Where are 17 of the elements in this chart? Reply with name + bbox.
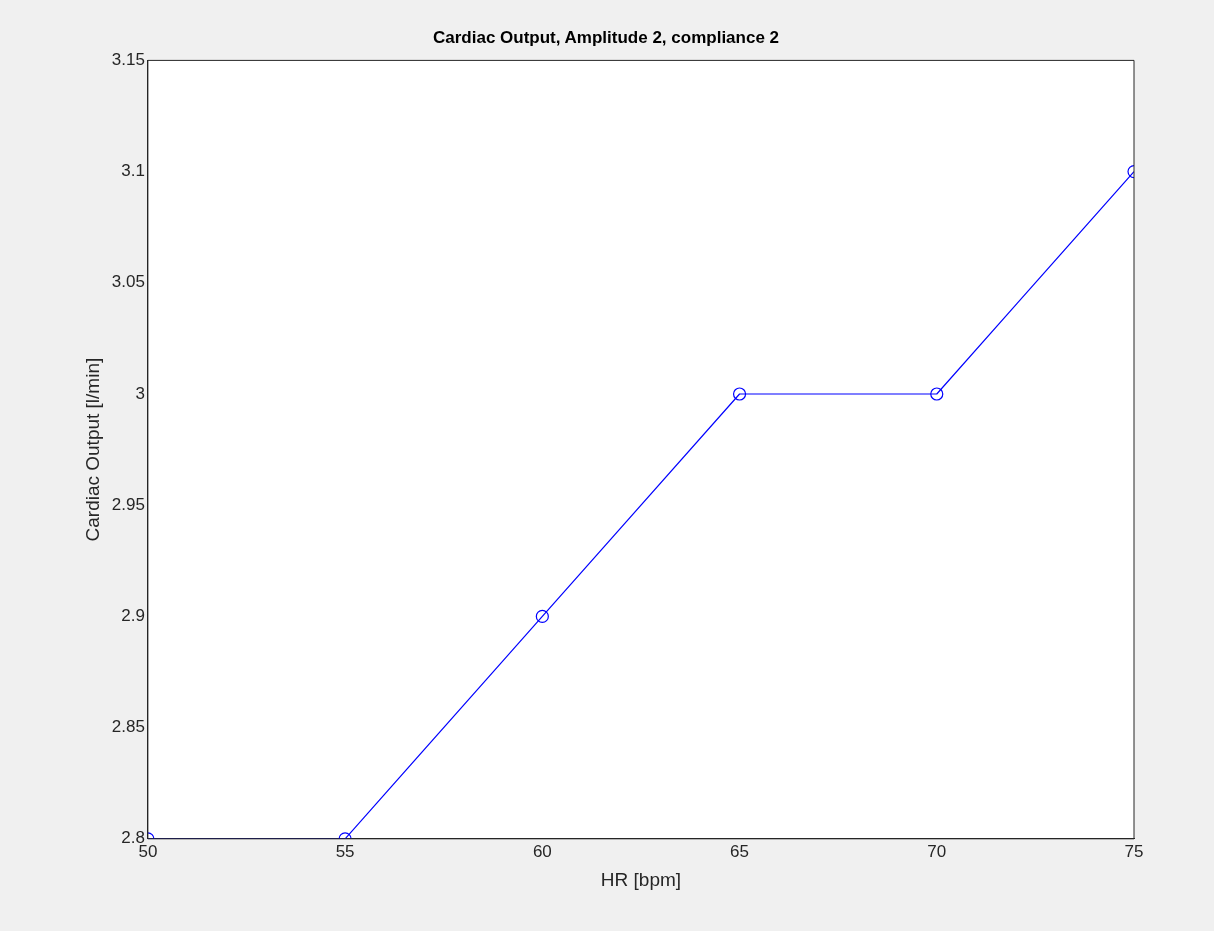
chart-title: Cardiac Output, Amplitude 2, compliance 2 [432, 27, 780, 47]
x-axis-title: HR [bpm] [600, 868, 682, 890]
x-tick-label: 60 [532, 841, 552, 861]
x-tick-label: 70 [927, 841, 947, 861]
y-tick-label: 2.95 [111, 494, 145, 514]
y-tick-label: 3.15 [111, 50, 145, 70]
point [732, 387, 747, 401]
y-tick-label: 2.9 [121, 606, 145, 626]
x-tick-label: 65 [730, 841, 750, 861]
x-tick-label: 55 [335, 841, 355, 861]
x-tick-label: 75 [1124, 841, 1144, 861]
y-tick-label: 3.05 [111, 272, 145, 292]
point [535, 609, 549, 623]
y-tick-label: 2.85 [111, 717, 145, 737]
y-tick-label: 3.1 [121, 161, 145, 181]
y-axis-title: Cardiac Output [l/min] [81, 357, 103, 542]
y-tick-label: 3 [135, 383, 145, 403]
